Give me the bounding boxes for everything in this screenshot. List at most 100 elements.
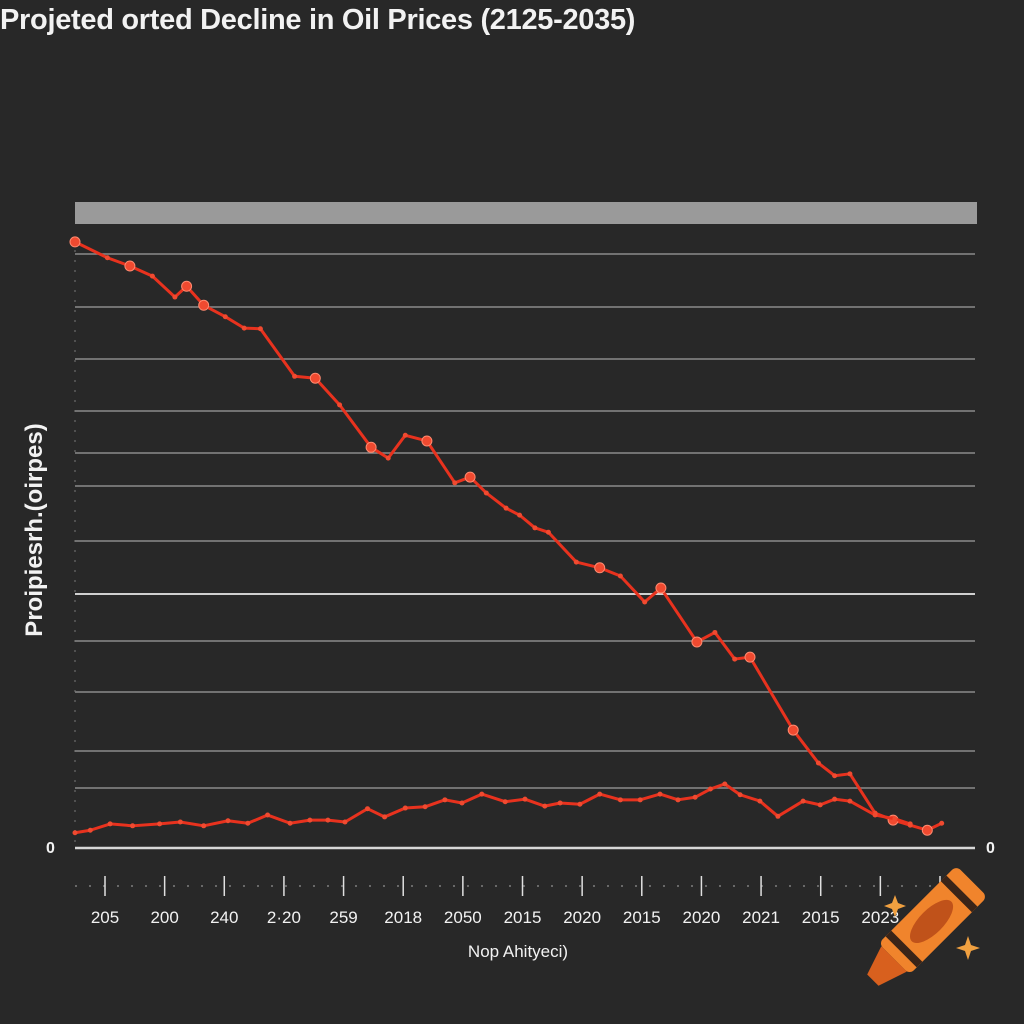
data-point	[257, 326, 263, 332]
data-point	[87, 827, 93, 833]
x-tick-label: 2050	[443, 908, 482, 927]
data-point	[542, 803, 548, 809]
data-point	[692, 794, 698, 800]
data-point	[124, 260, 136, 272]
data-point	[907, 821, 913, 827]
data-point	[464, 471, 476, 483]
data-point	[594, 562, 606, 574]
data-point	[517, 512, 523, 518]
data-point	[787, 724, 799, 736]
data-point	[222, 314, 228, 320]
data-point	[287, 820, 293, 826]
data-point	[847, 798, 853, 804]
data-point	[775, 813, 781, 819]
data-point	[69, 236, 81, 248]
data-point	[479, 791, 485, 797]
data-point	[337, 402, 343, 408]
data-point	[617, 797, 623, 803]
data-point	[892, 816, 898, 822]
series-line	[74, 782, 911, 835]
data-point	[573, 559, 579, 565]
data-point	[382, 814, 388, 820]
data-point	[502, 799, 508, 805]
data-point	[385, 455, 391, 461]
x-tick-label: 2015	[503, 908, 542, 927]
data-point	[241, 325, 247, 331]
x-tick-label: 2021	[742, 908, 780, 927]
data-point	[617, 573, 623, 579]
data-point	[483, 490, 489, 496]
data-point	[198, 299, 210, 311]
data-point	[800, 798, 806, 804]
x-tick-label: 2·20	[266, 908, 301, 927]
data-point	[157, 821, 163, 827]
data-point	[325, 817, 331, 823]
data-point	[522, 796, 528, 802]
data-point	[637, 797, 643, 803]
data-point	[452, 480, 458, 486]
x-axis-label: Nop Ahityeci)	[467, 942, 569, 961]
data-point	[847, 771, 853, 777]
data-point	[459, 800, 465, 806]
data-point	[503, 505, 509, 511]
data-point	[691, 636, 703, 648]
data-point	[712, 629, 718, 635]
data-point	[365, 806, 370, 812]
data-point	[72, 830, 78, 836]
series-line	[74, 240, 943, 832]
data-point	[737, 792, 743, 798]
data-point	[421, 435, 433, 447]
x-tick-label: 2023	[861, 908, 900, 927]
data-point	[657, 791, 663, 797]
data-point	[757, 798, 763, 804]
data-point	[422, 804, 428, 810]
data-point	[532, 525, 538, 531]
data-point	[402, 432, 408, 438]
top-band	[75, 202, 977, 224]
data-point	[744, 651, 756, 663]
x-tick-label: 2020	[563, 908, 602, 927]
data-point	[832, 773, 838, 779]
data-point	[309, 372, 321, 384]
data-point	[245, 820, 251, 826]
x-tick-label: 240	[210, 908, 239, 927]
data-point	[817, 802, 823, 808]
x-tick-label: 205	[90, 908, 120, 927]
data-point	[172, 294, 178, 300]
data-point	[130, 823, 136, 829]
data-point	[545, 529, 551, 535]
data-point	[675, 797, 681, 803]
data-point	[597, 791, 603, 797]
data-point	[307, 817, 313, 823]
data-point	[577, 801, 583, 807]
data-point	[557, 800, 563, 806]
data-point	[342, 819, 348, 825]
x-tick-label: 2015	[801, 908, 840, 927]
data-point	[872, 812, 878, 818]
data-point	[402, 805, 408, 811]
data-point	[732, 656, 738, 662]
x-tick-label: 2020	[682, 908, 721, 927]
x-tick-label: 259	[329, 908, 358, 927]
y-tick-label-left: 0	[46, 840, 55, 857]
data-point	[365, 441, 377, 453]
data-point	[832, 796, 838, 802]
data-point	[225, 818, 231, 824]
data-point	[177, 819, 183, 825]
data-point	[707, 786, 713, 792]
data-point	[442, 797, 448, 803]
data-point	[939, 820, 945, 826]
chart-title: Projeted orted Decline in Oil Prices (21…	[0, 4, 636, 36]
data-point	[265, 812, 271, 818]
data-point	[815, 760, 821, 766]
data-point	[149, 273, 155, 279]
x-tick-label: 2018	[384, 908, 423, 927]
data-point	[201, 823, 207, 829]
data-point	[104, 255, 110, 261]
x-tick-label: 2015	[622, 908, 661, 927]
data-point	[107, 821, 113, 827]
y-tick-label-right: 0	[986, 840, 995, 857]
data-point	[642, 599, 648, 605]
data-point	[181, 280, 193, 292]
